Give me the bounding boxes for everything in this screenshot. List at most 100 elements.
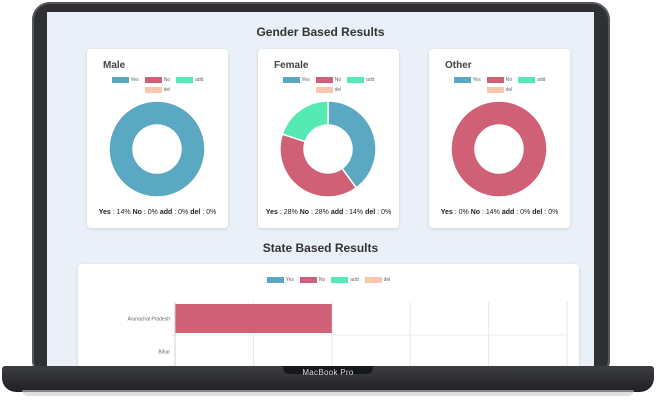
bar-no[interactable] <box>175 304 332 333</box>
stat-value-del: 0% <box>206 209 217 216</box>
legend-item-yes[interactable]: Yes <box>282 77 310 83</box>
stat-value-del: 0% <box>548 209 559 216</box>
state-legend: Yes No add del <box>78 275 579 285</box>
state-section-title: State Based Results <box>262 241 379 255</box>
stat-label-no: No <box>299 209 310 216</box>
stat-label-add: add <box>501 209 515 216</box>
legend-label: add <box>350 277 359 283</box>
legend-swatch-no <box>299 277 317 283</box>
y-tick-label: Bihar <box>158 350 170 356</box>
state-chart-card: Yes No add del Arunachal Pradesh Bihar <box>78 264 579 366</box>
legend-item-no[interactable]: No <box>299 277 326 283</box>
legend-swatch-del <box>315 87 333 93</box>
donut-slice-no[interactable] <box>450 100 548 198</box>
legend-item-yes[interactable]: Yes <box>266 277 294 283</box>
legend-label: No <box>163 77 171 83</box>
legend-label: add <box>537 77 546 83</box>
legend-label: del <box>334 87 342 93</box>
legend-swatch-del <box>144 87 162 93</box>
legend-swatch-add <box>176 77 194 83</box>
donut-slice-no[interactable] <box>279 133 358 198</box>
stat-value-add: 0% <box>520 209 531 216</box>
stat-label-add: add <box>330 209 344 216</box>
stat-value-no: 14% <box>485 209 500 216</box>
legend-item-add[interactable]: add <box>331 277 359 283</box>
card-title: Other <box>445 60 472 71</box>
legend-swatch-yes <box>453 77 471 83</box>
stat-label-no: No <box>132 209 142 216</box>
stat-value-del: 0% <box>381 209 392 216</box>
legend-item-yes[interactable]: Yes <box>111 77 139 83</box>
legend-swatch-yes <box>266 277 284 283</box>
donut-slice-yes[interactable] <box>327 100 377 189</box>
screen: Gender Based Results Male Yes No add del Yes … <box>47 12 594 366</box>
legend-swatch-yes <box>111 77 129 83</box>
stat-value-add: 0% <box>178 209 189 216</box>
legend-item-no[interactable]: No <box>315 77 342 83</box>
donut-slice-add[interactable] <box>281 100 329 143</box>
legend-label: Yes <box>130 77 139 83</box>
stat-label-yes: Yes <box>98 209 111 216</box>
legend-swatch-add <box>347 77 365 83</box>
donut-chart <box>279 100 377 198</box>
legend-item-del[interactable]: del <box>486 87 513 93</box>
legend-label: del <box>505 87 513 93</box>
legend-swatch-del <box>486 87 504 93</box>
stat-value-add: 14% <box>349 209 364 216</box>
stat-value-no: 0% <box>147 209 158 216</box>
donut-slice-yes[interactable] <box>108 100 206 198</box>
legend-label: del <box>163 87 171 93</box>
legend-item-del[interactable]: del <box>315 87 342 93</box>
chart-legend: Yes No add del <box>87 75 228 95</box>
stat-label-yes: Yes <box>265 209 278 216</box>
stat-label-del: del <box>365 209 376 216</box>
stat-label-yes: Yes <box>440 209 453 216</box>
stat-label-del: del <box>532 209 543 216</box>
legend-swatch-add <box>518 77 536 83</box>
card-title: Male <box>103 60 126 71</box>
y-tick-label: Arunachal Pradesh <box>127 317 170 323</box>
chart-legend: Yes No add del <box>258 75 399 95</box>
legend-label: Yes <box>301 77 310 83</box>
stat-value-no: 28% <box>314 209 329 216</box>
stat-label-no: No <box>470 209 481 216</box>
legend-item-add[interactable]: add <box>347 77 374 83</box>
legend-swatch-no <box>486 77 504 83</box>
stat-value-yes: 14% <box>116 209 131 216</box>
hinge-notch <box>283 366 373 374</box>
gender-card-other: Other Yes No add del Yes : 0% No : 14% add : … <box>429 49 570 228</box>
legend-item-add[interactable]: add <box>176 77 203 83</box>
legend-label: Yes <box>285 277 294 283</box>
card-stats: Yes : 14% No : 0% add : 0% del : 0% <box>98 209 217 216</box>
legend-swatch-yes <box>282 77 300 83</box>
legend-swatch-no <box>144 77 162 83</box>
legend-item-add[interactable]: add <box>518 77 545 83</box>
chart-legend: Yes No add del <box>429 75 570 95</box>
card-title: Female <box>274 60 309 71</box>
stat-label-add: add <box>159 209 173 216</box>
legend-label: add <box>366 77 375 83</box>
laptop-base: MacBook Pro <box>2 366 654 392</box>
legend-item-del[interactable]: del <box>364 277 390 283</box>
legend-item-no[interactable]: No <box>486 77 512 83</box>
legend-item-yes[interactable]: Yes <box>453 77 481 83</box>
state-bar-chart: Arunachal Pradesh Bihar <box>127 302 568 366</box>
donut-chart <box>450 100 548 198</box>
legend-label: add <box>195 77 204 83</box>
donut-chart <box>108 100 206 198</box>
legend-swatch-add <box>331 277 349 283</box>
brand-label: MacBook Pro <box>302 368 354 377</box>
legend-item-del[interactable]: del <box>144 87 171 93</box>
stat-value-yes: 28% <box>283 209 298 216</box>
legend-swatch-del <box>364 277 382 283</box>
gender-section-title: Gender Based Results <box>256 25 385 39</box>
gender-card-female: Female Yes No add del Yes : 28% No : 28% add … <box>258 49 399 228</box>
legend-label: No <box>318 277 326 283</box>
legend-label: Yes <box>472 77 481 83</box>
gender-card-male: Male Yes No add del Yes : 14% No : 0% add : 0… <box>87 49 228 228</box>
legend-label: No <box>334 77 342 83</box>
legend-swatch-no <box>315 77 333 83</box>
legend-item-no[interactable]: No <box>144 77 171 83</box>
laptop-foot <box>22 390 634 396</box>
stat-value-yes: 0% <box>458 209 469 216</box>
